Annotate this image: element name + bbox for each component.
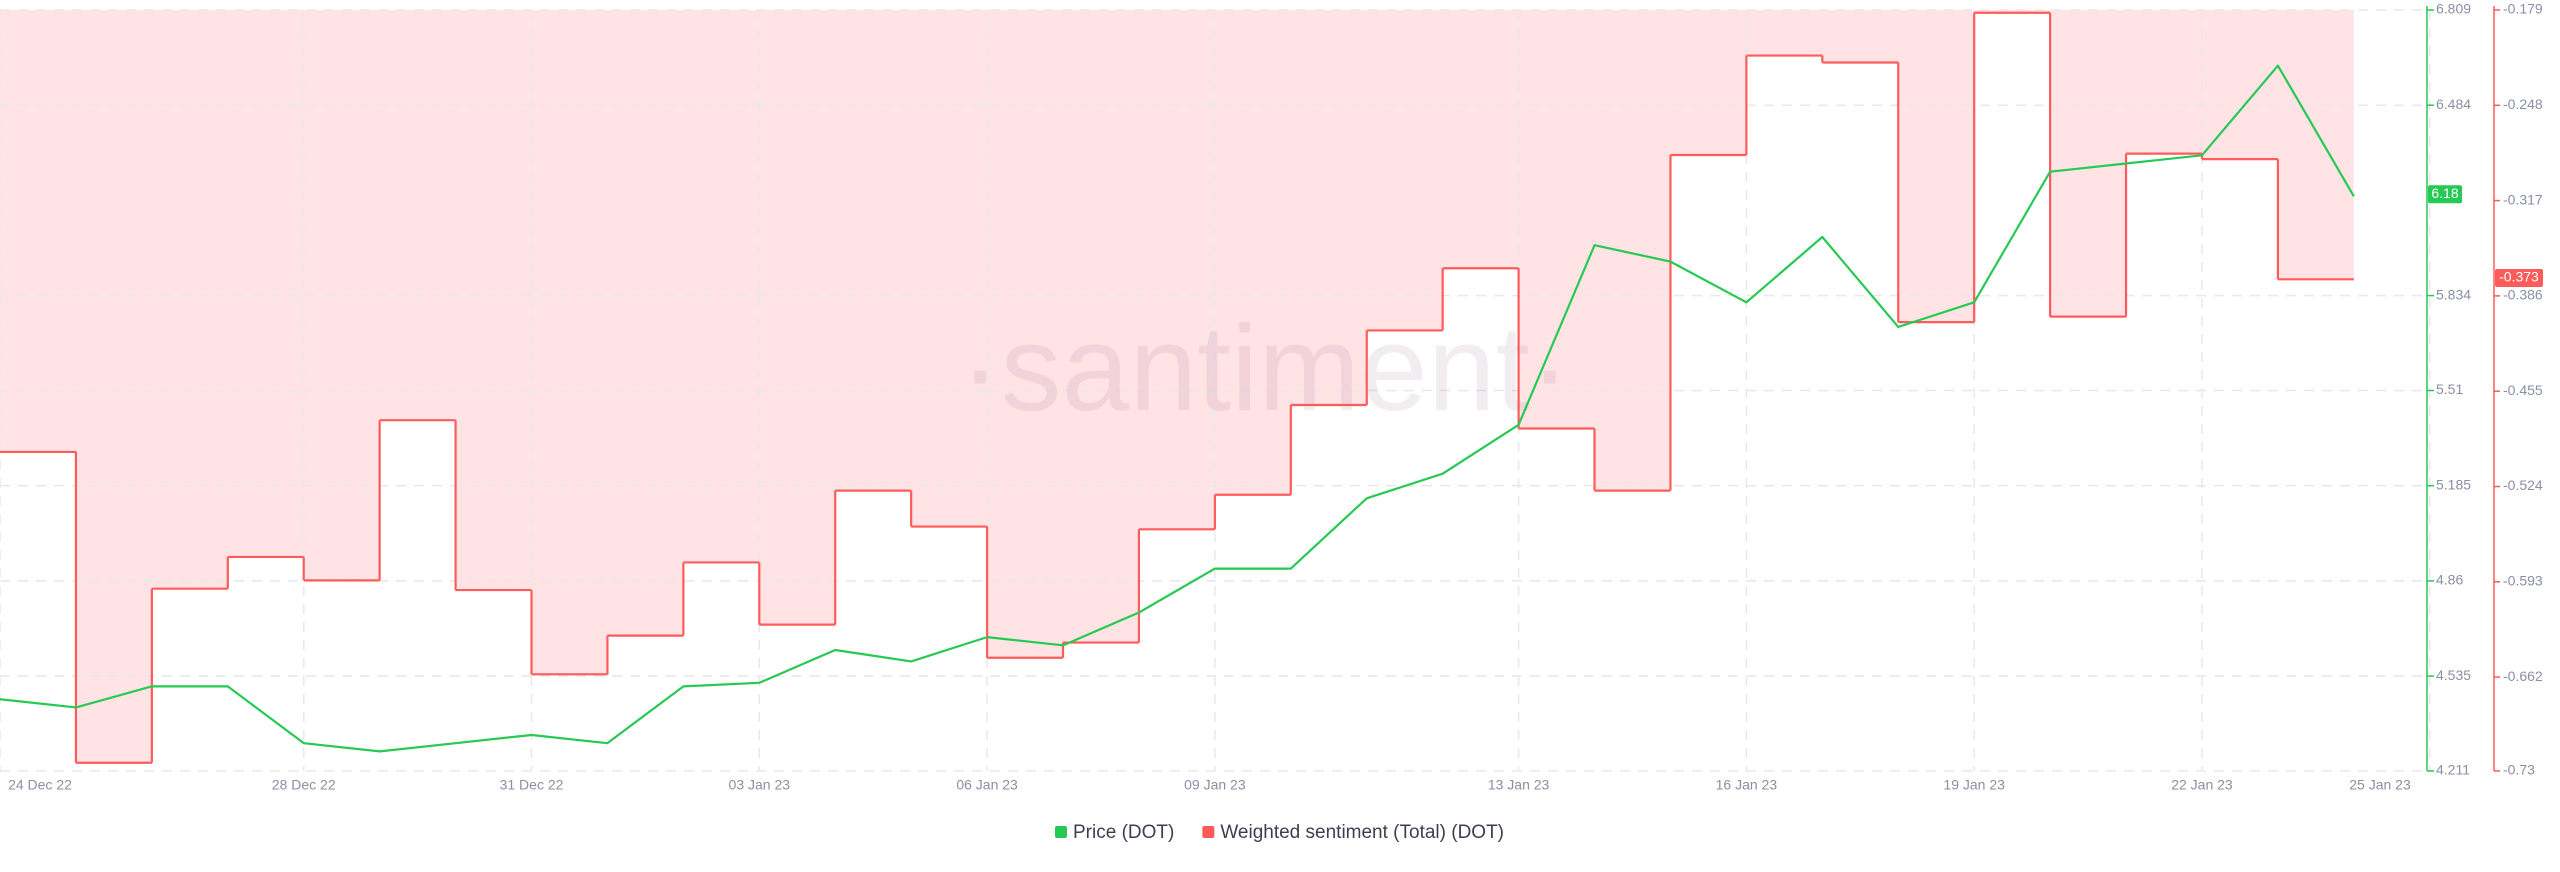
legend-swatch [1202, 826, 1215, 838]
x-tick-label: 09 Jan 23 [1184, 777, 1246, 793]
y2-tick-label: -0.317 [2503, 191, 2543, 207]
x-tick-label: 16 Jan 23 [1716, 777, 1778, 793]
x-tick-label: 31 Dec 22 [500, 777, 564, 793]
price-badge: 6.18 [2431, 185, 2458, 201]
watermark: ·santiment· [960, 300, 1570, 436]
x-tick-label: 13 Jan 23 [1488, 777, 1550, 793]
y-tick-label: 6.809 [2436, 1, 2471, 17]
y-tick-label: 4.86 [2436, 572, 2463, 588]
step-connector [74, 12, 2279, 763]
price-line [0, 64, 2355, 753]
x-tick-label: 19 Jan 23 [1943, 777, 2005, 793]
sentiment-badge: -0.373 [2499, 269, 2539, 285]
x-tick-label: 24 Dec 22 [8, 777, 72, 793]
legend-label: Weighted sentiment (Total) (DOT) [1220, 822, 1504, 843]
background-layer [0, 9, 2431, 772]
y2-tick-label: -0.593 [2503, 572, 2543, 588]
price-badge-bg [2428, 185, 2462, 204]
sentiment-badge-bg [2495, 268, 2543, 287]
y-tick-label: 6.484 [2436, 96, 2471, 112]
y-tick-label: 5.185 [2436, 476, 2471, 492]
y2-tick-label: -0.662 [2503, 668, 2543, 684]
y-tick-label: 5.51 [2436, 381, 2463, 397]
legend-label: Price (DOT) [1073, 822, 1174, 843]
y-tick-label: 4.535 [2436, 667, 2471, 683]
y2-tick-label: -0.248 [2503, 96, 2543, 112]
y-tick-label: 4.211 [2436, 762, 2470, 778]
x-tick-label: 28 Dec 22 [272, 777, 336, 793]
legend-swatch [1055, 826, 1067, 838]
y2-tick-label: -0.386 [2503, 287, 2543, 303]
foreground-layer: 4.211 4.535 4.86 5.185 5.51 5.834 6.484 6.809 24… [0, 1, 2543, 843]
x-tick-label: 22 Jan 23 [2171, 777, 2233, 793]
y-tick-label: 5.834 [2436, 286, 2471, 302]
sentiment-fill [0, 10, 2354, 763]
legend: Price (DOT) Weighted sentiment (Total) (D… [1055, 822, 1504, 843]
y2-tick-label: -0.179 [2503, 1, 2543, 17]
y2-tick-label: -0.455 [2503, 382, 2543, 398]
y2-tick-label: -0.524 [2503, 477, 2543, 493]
x-tick-label: 25 Jan 23 [2349, 777, 2411, 793]
y2-tick-label: -0.73 [2503, 762, 2535, 778]
x-tick-label: 03 Jan 23 [729, 777, 791, 793]
x-tick-label: 06 Jan 23 [956, 777, 1018, 793]
